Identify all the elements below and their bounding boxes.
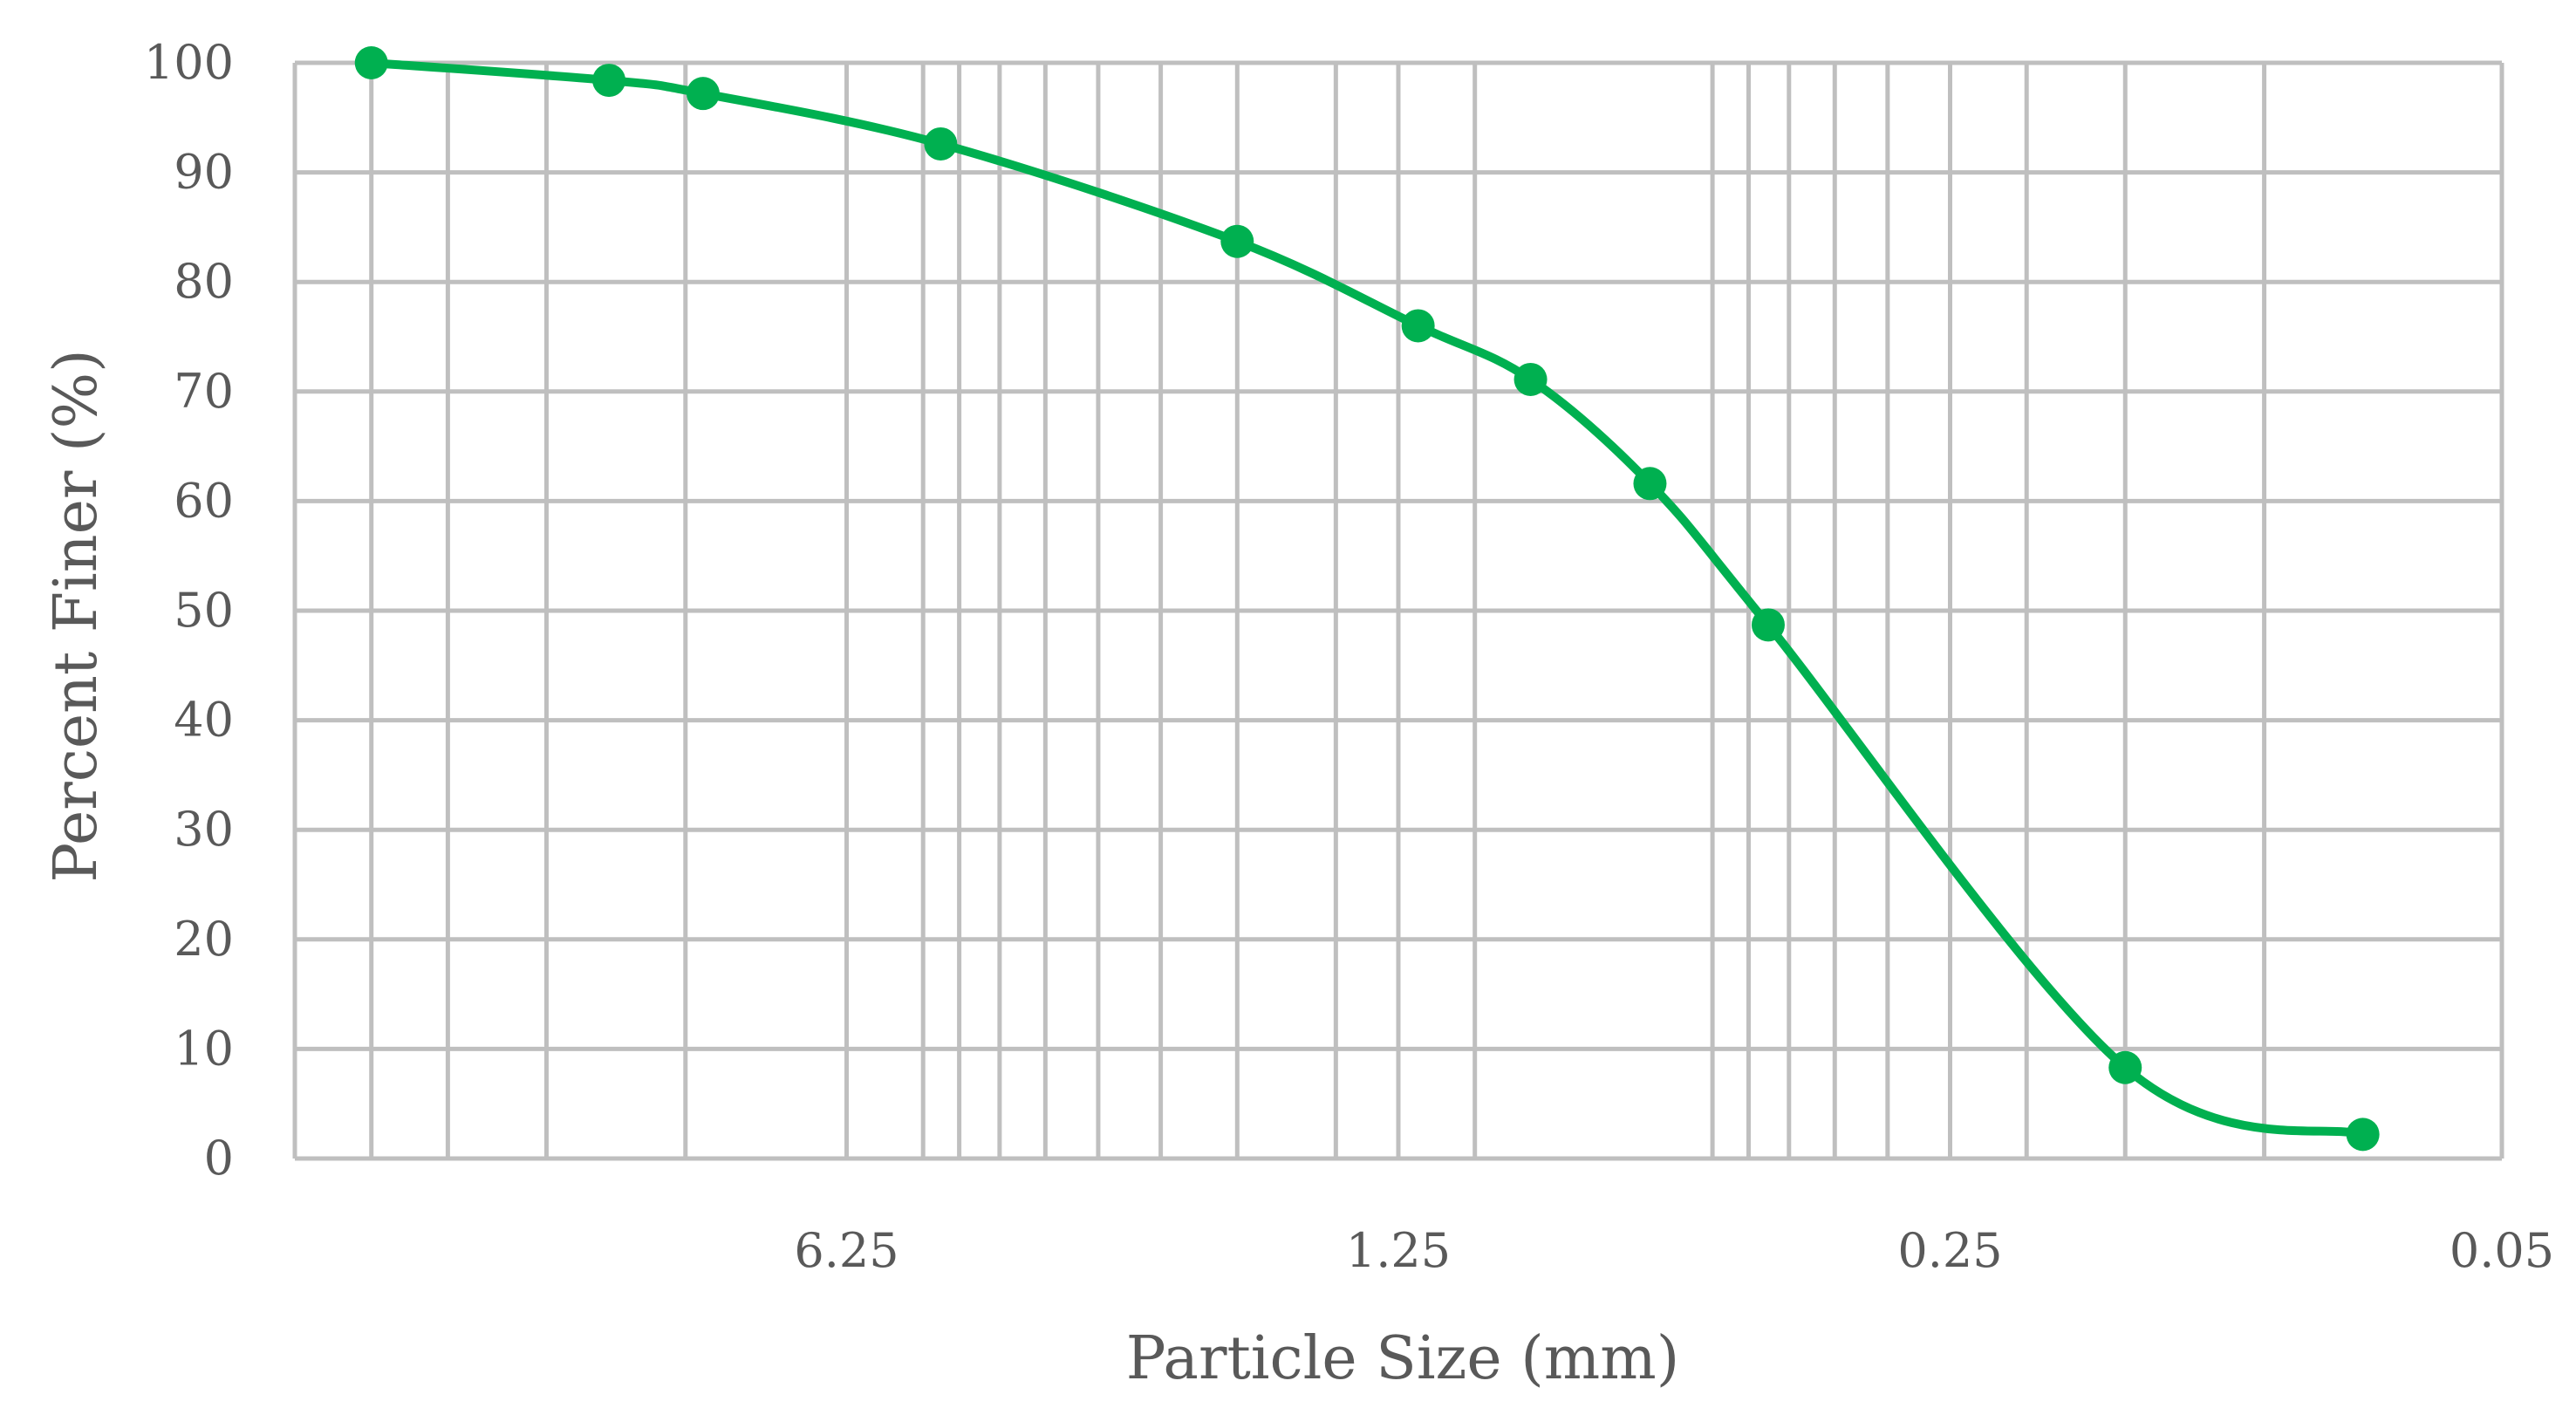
data-point [2108,1050,2142,1084]
y-tick-label: 40 [174,693,234,748]
y-tick-label: 90 [174,145,234,200]
y-tick-label: 30 [174,802,234,857]
data-point [592,64,626,98]
data-point [1751,608,1785,642]
y-tick-label: 50 [174,583,234,638]
x-tick-labels: 6.25 1.25 0.25 0.05 [794,1223,2554,1278]
y-tick-label: 60 [174,473,234,528]
y-tick-labels: 0 10 20 30 40 50 60 70 80 90 100 [144,35,234,1186]
data-point [686,77,720,111]
data-point [924,126,958,161]
y-tick-label: 20 [174,912,234,967]
y-tick-label: 70 [174,364,234,419]
y-axis-title: Percent Finer (%) [42,349,111,882]
x-axis-title: Particle Size (mm) [1126,1324,1680,1393]
series-group [354,46,2380,1152]
data-point [1513,362,1548,396]
x-tick-label: 6.25 [794,1223,899,1278]
y-tick-label: 10 [174,1021,234,1076]
data-point [1220,224,1254,258]
data-point [1401,309,1435,343]
series-line [366,58,2368,1139]
x-tick-label: 0.05 [2450,1223,2554,1278]
data-point [1633,467,1667,501]
data-point [354,46,388,79]
y-tick-label: 100 [144,35,234,90]
x-tick-label: 1.25 [1346,1223,1451,1278]
data-point [2346,1118,2380,1152]
x-tick-label: 0.25 [1897,1223,2002,1278]
y-tick-label: 80 [174,254,234,309]
y-tick-label: 0 [204,1131,234,1186]
grid [292,60,2504,1161]
